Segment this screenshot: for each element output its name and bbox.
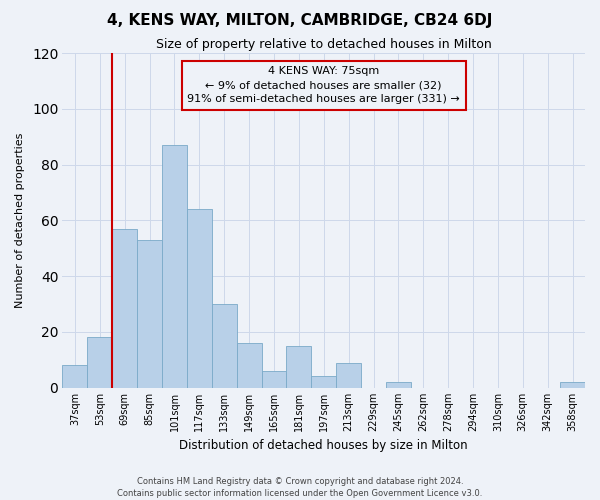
Bar	[386, 382, 411, 388]
Bar	[137, 240, 162, 388]
Text: Contains HM Land Registry data © Crown copyright and database right 2024.
Contai: Contains HM Land Registry data © Crown c…	[118, 476, 482, 498]
Title: Size of property relative to detached houses in Milton: Size of property relative to detached ho…	[156, 38, 491, 51]
Bar	[112, 228, 137, 388]
Bar	[262, 371, 286, 388]
Bar	[187, 209, 212, 388]
Bar	[162, 145, 187, 388]
Text: 4, KENS WAY, MILTON, CAMBRIDGE, CB24 6DJ: 4, KENS WAY, MILTON, CAMBRIDGE, CB24 6DJ	[107, 12, 493, 28]
Bar	[311, 376, 336, 388]
Bar	[236, 343, 262, 388]
Bar	[286, 346, 311, 388]
Bar	[88, 338, 112, 388]
Bar	[62, 366, 88, 388]
Y-axis label: Number of detached properties: Number of detached properties	[15, 132, 25, 308]
Bar	[560, 382, 585, 388]
Text: 4 KENS WAY: 75sqm
← 9% of detached houses are smaller (32)
91% of semi-detached : 4 KENS WAY: 75sqm ← 9% of detached house…	[187, 66, 460, 104]
Bar	[336, 362, 361, 388]
X-axis label: Distribution of detached houses by size in Milton: Distribution of detached houses by size …	[179, 440, 468, 452]
Bar	[212, 304, 236, 388]
